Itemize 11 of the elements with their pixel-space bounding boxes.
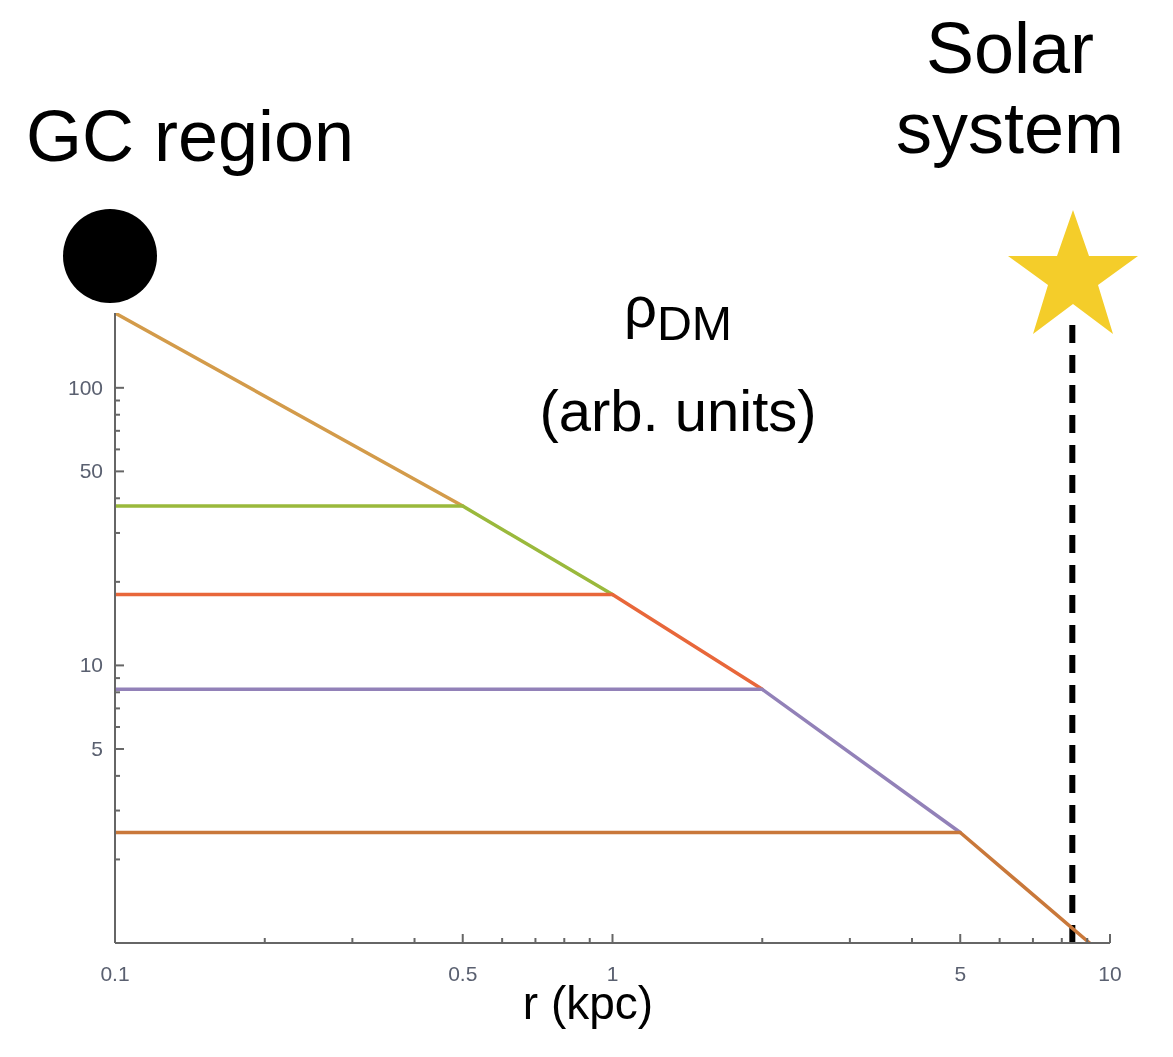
text: GC region [26, 96, 356, 176]
y-tick-label: 5 [91, 736, 103, 760]
y-axis-title: ρ$_{DM}$ (arb. units) [538, 273, 818, 445]
y-tick-label: 50 [79, 459, 103, 483]
x-tick-label: 10 [1098, 962, 1122, 985]
y-tick-label: 10 [79, 653, 103, 677]
x-tick-label: 0.1 [100, 962, 130, 985]
y-tick-label: 100 [67, 375, 103, 399]
x-tick-label: 0.5 [448, 962, 478, 985]
text: Solar system [895, 8, 1125, 168]
x-tick-label: 5 [954, 962, 967, 985]
